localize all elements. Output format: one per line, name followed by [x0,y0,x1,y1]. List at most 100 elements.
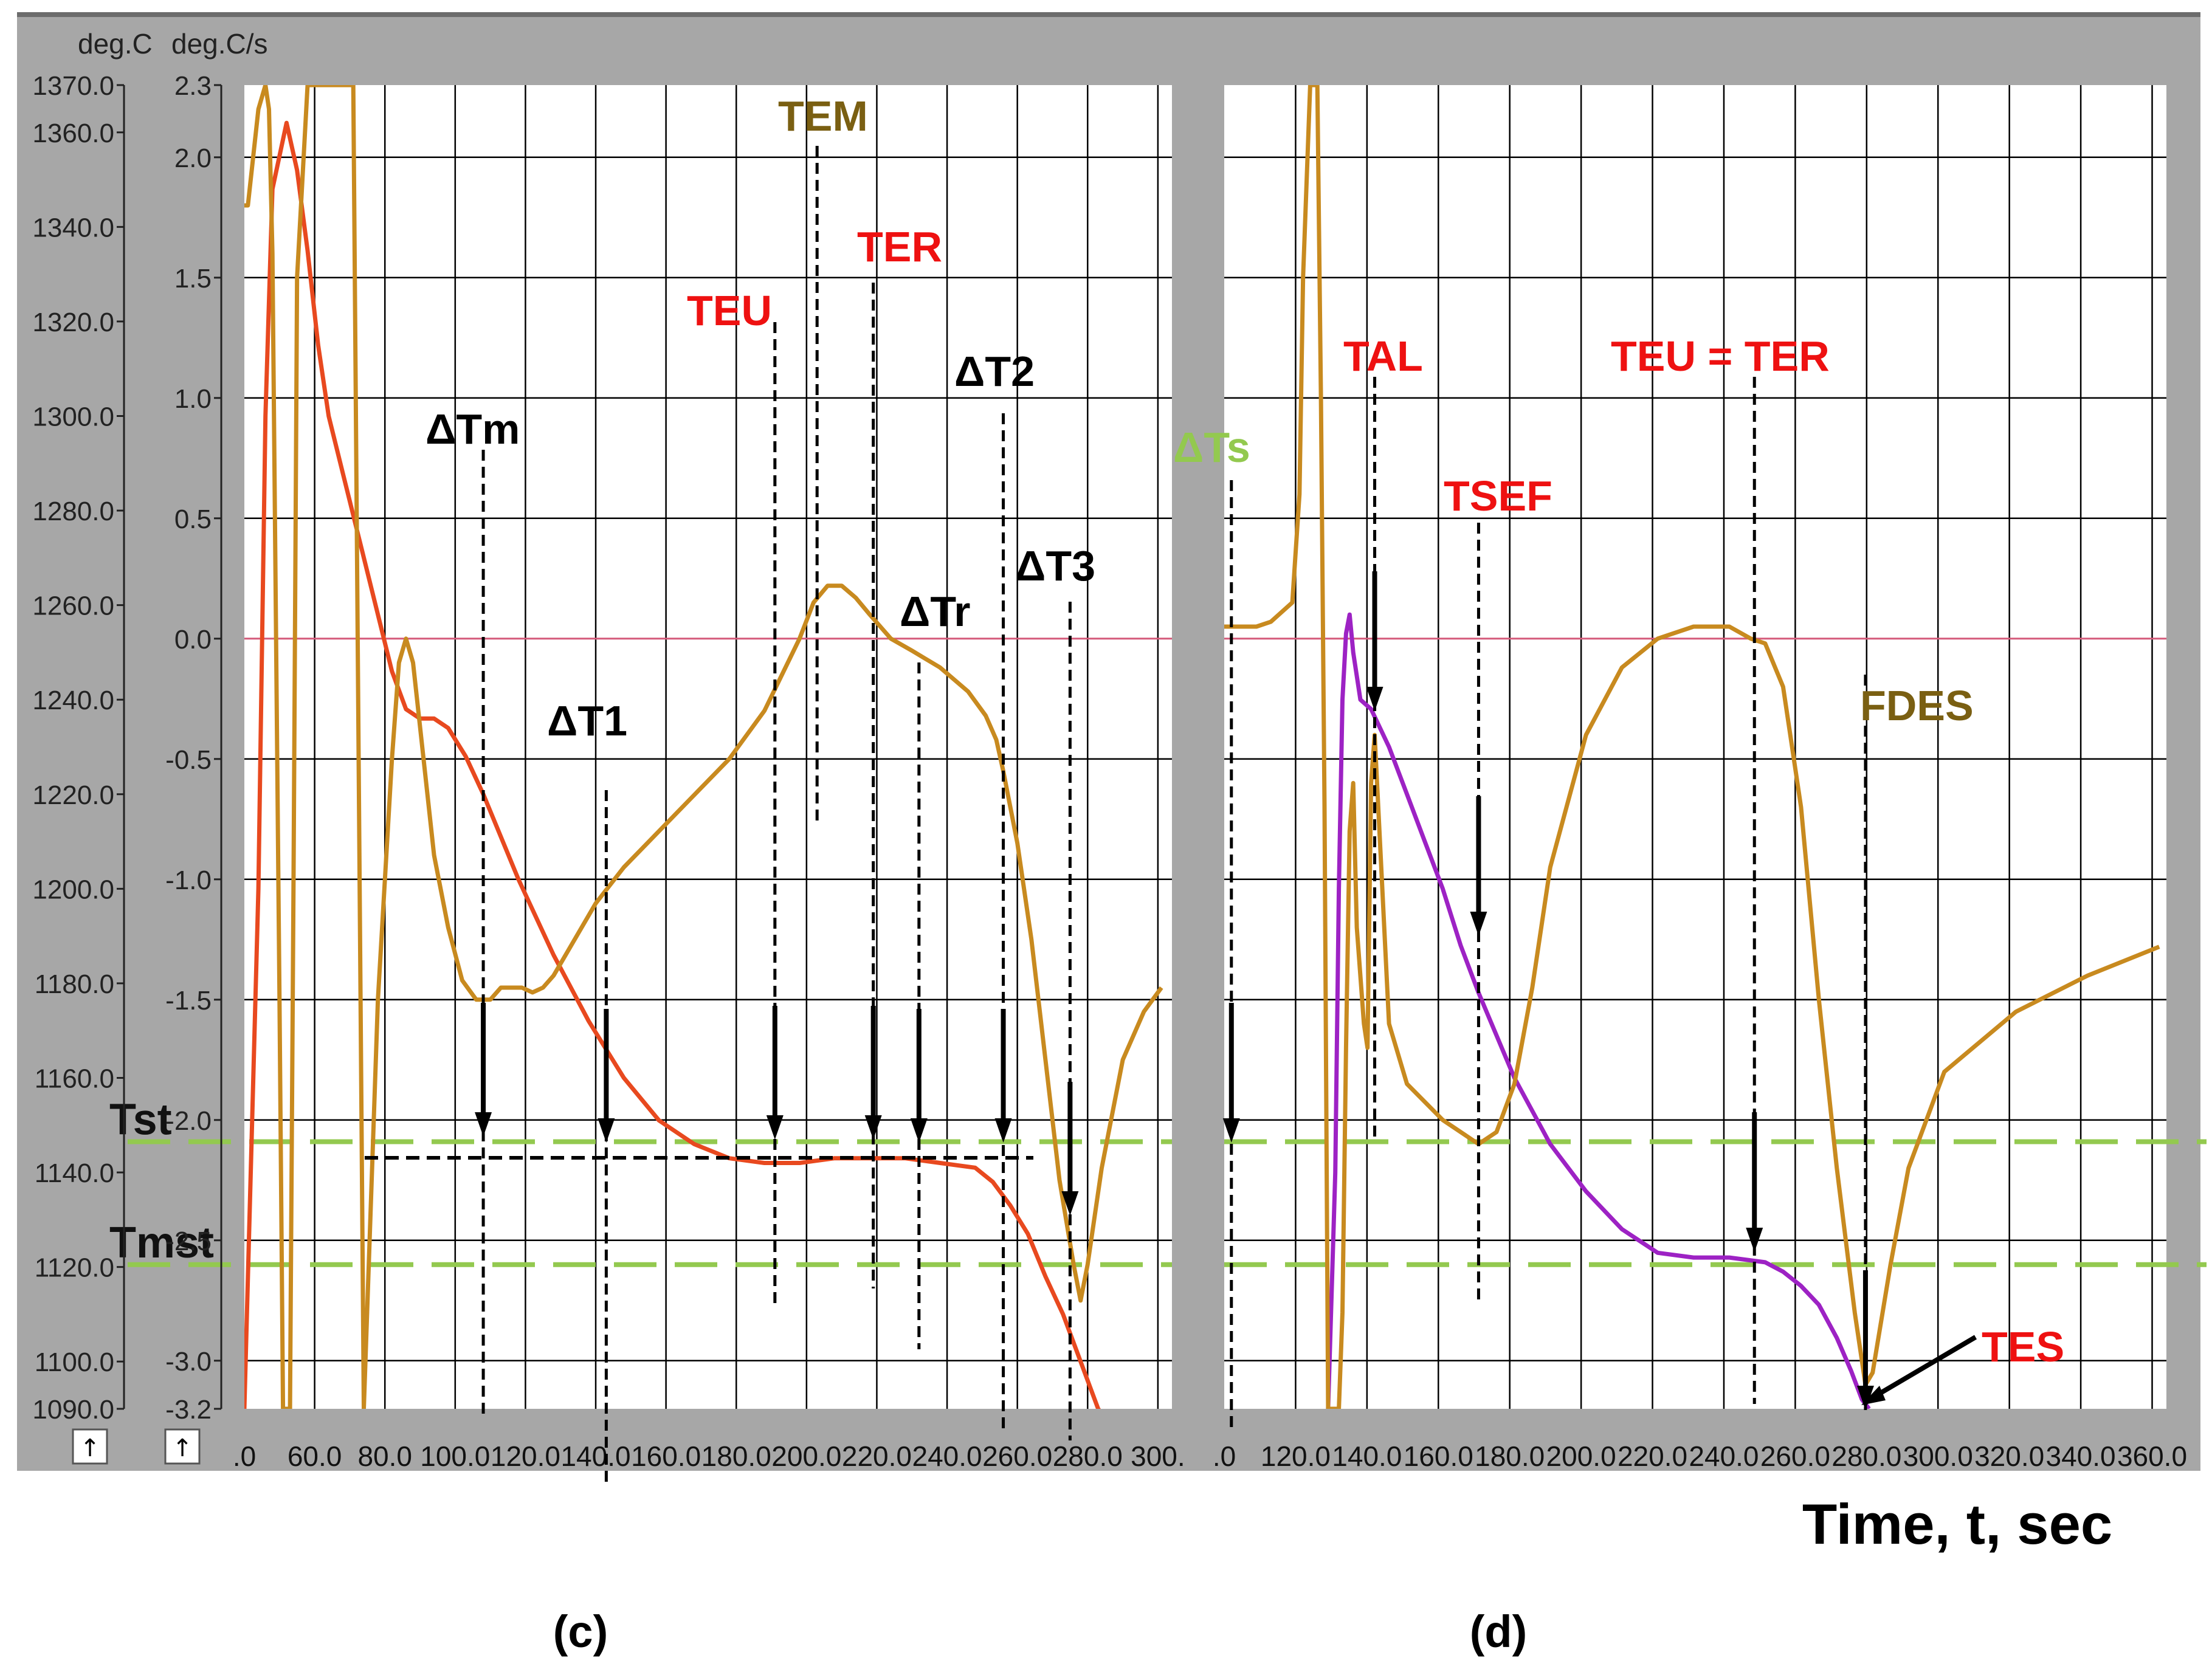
plot-area [1224,85,2166,1409]
rate-tick-label: 2.3 [174,71,212,101]
x-tick-label: 140.0 [1332,1440,1402,1472]
marker-label: TAL [1343,332,1423,380]
rate-tick-label: -3.0 [165,1347,212,1377]
left-axes: deg.C deg.C/s 1370.0 1360.0 1340.0 1320.0 1300… [32,28,267,1425]
temperature-tick-label: 1180.0 [35,969,114,999]
x-tick-label: 180.0 [1475,1440,1545,1472]
temperature-series-line [1326,612,1871,1409]
marker-label: ΔTs [1173,424,1250,471]
marker-arrow-head [910,1118,928,1143]
rate-tick-label: -2.5 [165,1226,212,1256]
marker-label: FDES [1860,682,1974,729]
marker-label: TER [857,223,942,270]
svg-text:↑: ↑ [80,1434,100,1462]
temperature-tick-label: 1370.0 [32,71,114,101]
isotherm-label-tmst: Tmst [109,1219,214,1267]
panel-c: .0 60.0 80.0 100.0 120.0 140.0 160.0 180.0 200.0… [109,85,1185,1472]
temperature-tick-label: 1100.0 [35,1347,114,1377]
plot-area [244,85,1172,1409]
marker-arrow-head [766,1115,784,1140]
right-rate-axis-unit: deg.C/s [171,28,268,60]
rate-tick-label: 1.0 [174,384,212,414]
x-tick-label: 60.0 [288,1440,342,1472]
x-tick-label: 80.0 [357,1440,412,1472]
marker-label: TEM [778,92,868,140]
x-tick-label: 120.0 [491,1440,560,1472]
temperature-tick-label: 1280.0 [32,497,114,526]
rate-tick-label: 1.5 [174,264,212,294]
rate-tick-label: -1.0 [165,865,212,895]
marker-label: ΔTr [900,588,970,635]
x-tick-label: .0 [233,1440,256,1472]
marker-label: TEU = TER [1611,332,1830,380]
annotations: ΔTm ΔT1 TEU TEM TER ΔTr ΔT2 ΔT3 ΔTs TAL TSEF TEU = … [365,92,2064,1483]
temperature-tick-label: 1220.0 [32,780,114,810]
x-tick-label: 160.0 [1404,1440,1473,1472]
x-tick-label: 220.0 [1618,1440,1687,1472]
svg-text:↑: ↑ [172,1434,193,1462]
rate-tick-label: -1.5 [165,986,212,1016]
temperature-tick-label: 1160.0 [35,1064,114,1094]
temperature-tick-label: 1260.0 [32,591,114,621]
rate-tick-label: 0.5 [174,504,212,534]
x-tick-label: 140.0 [560,1440,630,1472]
marker-arrow-head [1856,1386,1874,1410]
marker-arrow-head [1061,1191,1079,1216]
rate-tick-label: -0.5 [165,745,212,775]
marker-label: ΔT1 [547,697,627,745]
temperature-tick-label: 1340.0 [32,213,114,243]
rate-tick-label: -2.0 [165,1106,212,1136]
temperature-tick-label: 1200.0 [32,875,114,904]
marker-arrow-head [1366,687,1383,711]
x-tick-label: .0 [1213,1440,1236,1472]
marker-arrow-head [1746,1228,1763,1252]
x-tick-label: 220.0 [842,1440,912,1472]
x-tick-label: 340.0 [2046,1440,2116,1472]
left-scale-button[interactable]: ↑ [72,1428,108,1465]
x-axis-title: Time, t, sec [1802,1492,2112,1556]
panel-c-label: (c) [553,1606,608,1657]
marker-arrow-head [1470,912,1487,936]
plots: .0 60.0 80.0 100.0 120.0 140.0 160.0 180.0 200.0… [32,28,2207,1483]
marker-label: TEU [687,287,772,334]
x-tick-label: 240.0 [912,1440,982,1472]
panel-d-label: (d) [1470,1606,1528,1657]
marker-label: ΔT2 [954,348,1035,395]
x-tick-label: 240.0 [1689,1440,1759,1472]
left-axis-unit: deg.C [78,28,153,60]
x-tick-label: 280.0 [1053,1440,1123,1472]
marker-arrow-head [994,1118,1012,1143]
temperature-tick-label: 1300.0 [32,402,114,432]
temperature-tick-label: 1140.0 [35,1158,114,1188]
rate-tick-label: 0.0 [174,625,212,655]
temperature-series-line [244,120,1101,1409]
rate-tick-label: 2.0 [174,143,212,173]
temperature-tick-label: 1120.0 [35,1253,114,1283]
x-tick-label: 200.0 [771,1440,841,1472]
x-tick-label: 360.0 [2117,1440,2187,1472]
x-tick-label: 280.0 [1831,1440,1901,1472]
x-tick-label: 320.0 [1974,1440,2044,1472]
temperature-tick-label: 1090.0 [32,1395,114,1425]
x-tick-label: 100.0 [420,1440,490,1472]
tes-arrow-head [1861,1386,1886,1405]
rate-tick-label: -3.2 [165,1395,212,1425]
x-tick-label: 200.0 [1546,1440,1616,1472]
x-tick-label: 260.0 [982,1440,1052,1472]
marker-label: ΔTm [426,405,520,453]
window-top-border [17,12,2200,17]
cooling-rate-series-line [1224,85,2160,1409]
marker-arrow-head [864,1115,882,1140]
marker-arrow-head [475,1112,492,1137]
tes-arrow-shaft [1870,1335,1977,1400]
marker-arrow-head [598,1118,615,1143]
marker-label: TSEF [1444,472,1552,520]
temperature-tick-label: 1320.0 [32,308,114,337]
right-scale-button[interactable]: ↑ [164,1428,201,1465]
x-tick-label: 160.0 [631,1440,701,1472]
temperature-tick-label: 1360.0 [32,119,114,148]
temperature-tick-label: 1240.0 [32,686,114,715]
series-group [1224,85,2160,1409]
x-tick-label: 120.0 [1261,1440,1331,1472]
